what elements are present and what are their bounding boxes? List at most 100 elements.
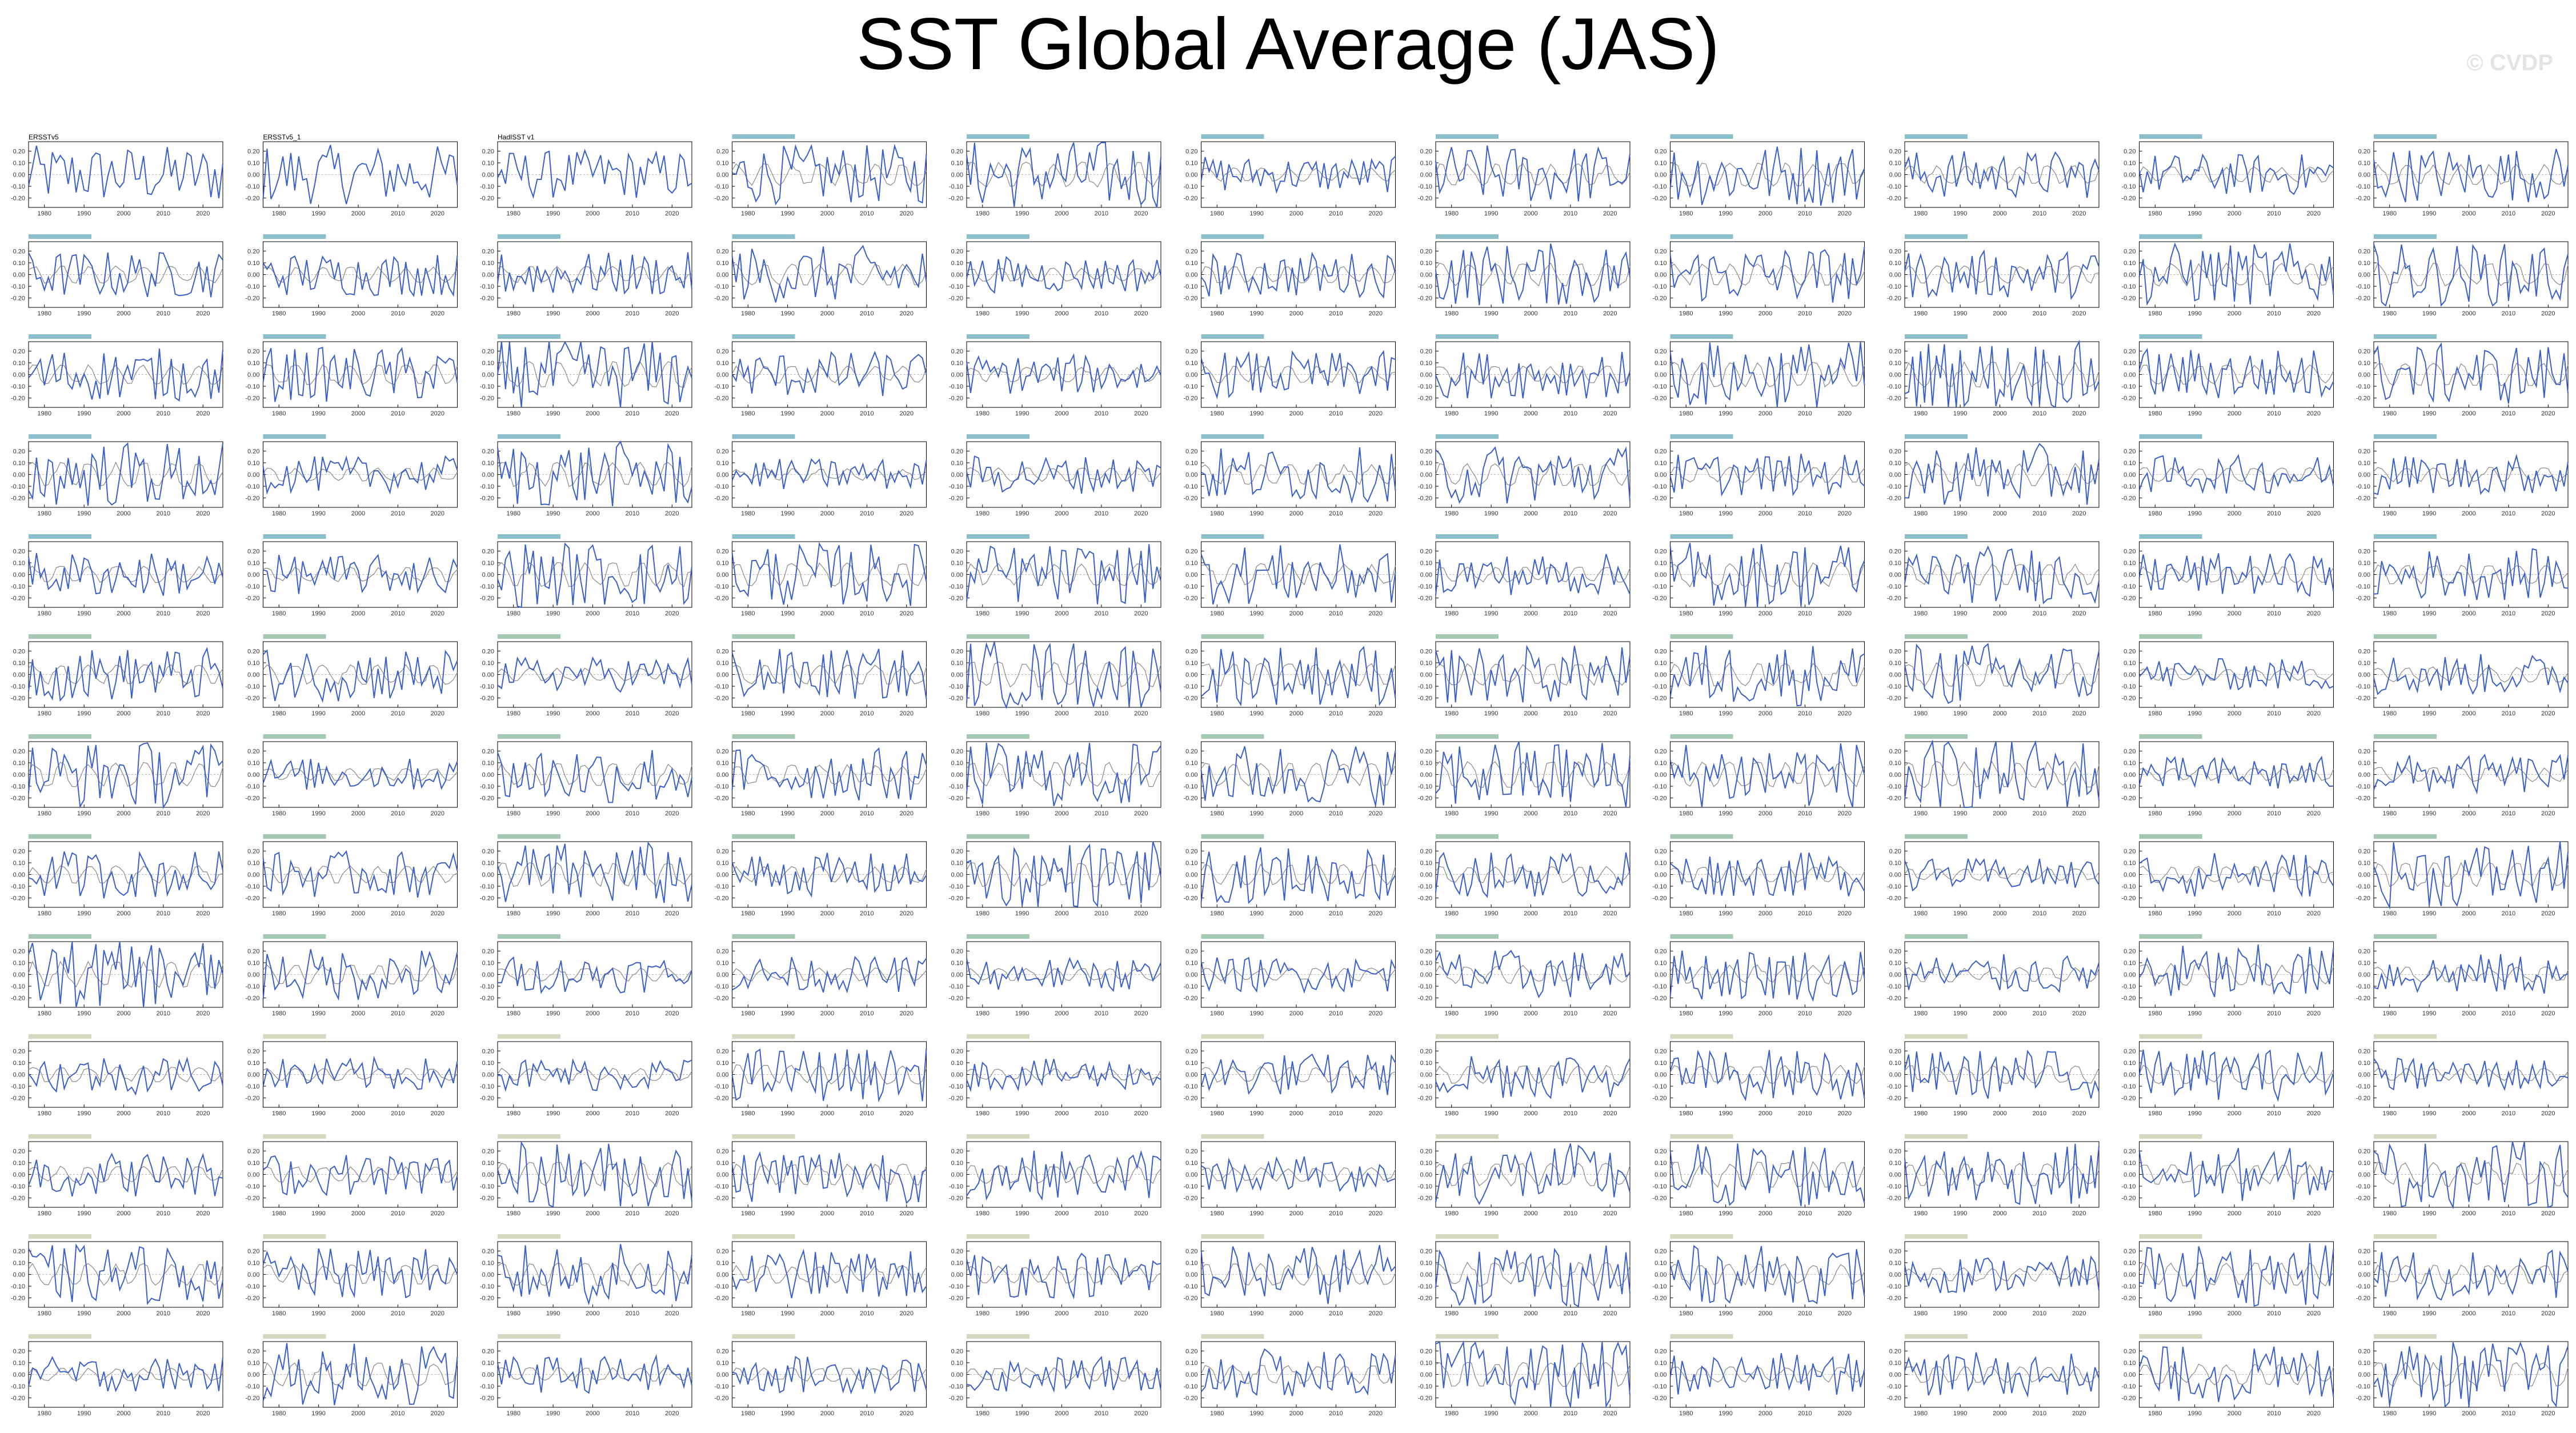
x-tick-label: 1990	[1718, 1310, 1732, 1317]
x-tick-label: 2010	[626, 1110, 639, 1117]
y-tick-label: 0.00	[482, 572, 494, 579]
x-tick-label: 1990	[77, 810, 91, 817]
reference-series-line	[1201, 1263, 1396, 1286]
y-tick-label: 0.20	[2358, 348, 2370, 355]
x-tick-label: 2020	[900, 1410, 914, 1417]
x-tick-label: 2020	[431, 410, 444, 417]
x-tick-label: 2010	[391, 510, 404, 517]
x-tick-label: 1980	[507, 410, 520, 417]
x-tick-label: 1990	[1718, 1010, 1732, 1017]
y-tick-label: 0.20	[716, 148, 728, 155]
y-tick-label: -0.10	[2121, 783, 2136, 790]
y-tick-label: 0.00	[2358, 1072, 2370, 1079]
y-tick-label: 0.00	[1185, 272, 1197, 279]
y-tick-label: 0.00	[2358, 772, 2370, 779]
x-tick-label: 1990	[2188, 1210, 2201, 1217]
x-tick-label: 2010	[2267, 210, 2281, 217]
x-tick-label: 1980	[2383, 610, 2397, 617]
x-tick-label: 1980	[2383, 1210, 2397, 1217]
x-tick-label: 2000	[1289, 1210, 1303, 1217]
reference-series-line	[1435, 463, 1630, 486]
x-tick-label: 2010	[2033, 310, 2046, 317]
panel-title-bar	[29, 434, 91, 439]
y-tick-label: 0.10	[247, 1260, 259, 1267]
y-tick-label: 0.20	[1654, 748, 1666, 755]
y-tick-label: 0.10	[13, 660, 25, 667]
reference-series-line	[1904, 361, 2100, 388]
x-tick-label: 2020	[900, 610, 914, 617]
y-tick-label: 0.10	[247, 460, 259, 467]
panel-title-bar	[1201, 1034, 1264, 1039]
reference-series-line	[497, 562, 692, 587]
x-tick-label: 1980	[741, 1210, 755, 1217]
y-tick-label: -0.10	[1418, 1283, 1432, 1290]
panel-title-bar	[1201, 434, 1264, 439]
y-tick-label: 0.10	[2124, 160, 2136, 167]
x-tick-label: 1980	[976, 510, 989, 517]
x-tick-label: 1990	[546, 510, 560, 517]
x-tick-label: 2020	[2307, 710, 2321, 717]
x-tick-label: 2020	[2307, 310, 2321, 317]
y-tick-label: 0.00	[1420, 872, 1432, 879]
y-tick-label: -0.10	[1652, 883, 1666, 890]
y-tick-label: 0.00	[13, 1072, 25, 1079]
y-tick-label: -0.20	[11, 1095, 25, 1102]
panel-title-bar	[263, 734, 326, 739]
panel-title-bar	[2374, 134, 2437, 139]
y-tick-label: 0.10	[13, 360, 25, 367]
panel-title-bar	[1670, 634, 1733, 639]
panel-title-bar	[2139, 234, 2202, 239]
reference-series-line	[1435, 365, 1630, 384]
panel-title-bar	[1436, 934, 1499, 939]
x-tick-label: 2020	[1369, 1410, 1383, 1417]
panel-title-bar	[1436, 434, 1499, 439]
y-tick-label: -0.10	[11, 683, 25, 690]
y-tick-label: -0.20	[1418, 1295, 1432, 1302]
y-tick-label: 0.00	[482, 172, 494, 179]
y-tick-label: 0.20	[247, 748, 259, 755]
y-tick-label: 0.00	[1420, 1372, 1432, 1379]
x-tick-label: 2000	[1524, 210, 1537, 217]
x-tick-label: 1990	[1953, 510, 1967, 517]
reference-series-line	[1904, 1267, 2100, 1282]
y-tick-label: -0.10	[1183, 383, 1197, 390]
x-tick-label: 2020	[1838, 310, 1852, 317]
y-tick-label: 0.10	[1185, 160, 1197, 167]
y-tick-label: 0.10	[951, 560, 963, 567]
series-line	[966, 956, 1161, 992]
x-tick-label: 2000	[1524, 1410, 1537, 1417]
y-tick-label: 0.20	[1185, 1248, 1197, 1255]
y-tick-label: 0.10	[1654, 1260, 1666, 1267]
x-tick-label: 1990	[780, 1010, 794, 1017]
y-tick-label: 0.00	[1889, 1072, 1901, 1079]
x-tick-label: 2000	[2228, 810, 2241, 817]
x-tick-label: 2020	[196, 810, 210, 817]
panel-title-bar	[1436, 1134, 1499, 1139]
x-tick-label: 1990	[1249, 210, 1263, 217]
x-tick-label: 2010	[2267, 710, 2281, 717]
x-tick-label: 2000	[1289, 510, 1303, 517]
y-tick-label: -0.20	[1183, 1195, 1197, 1202]
y-tick-label: 0.20	[247, 348, 259, 355]
y-tick-label: 0.10	[13, 760, 25, 767]
y-tick-label: 0.20	[2358, 548, 2370, 555]
y-tick-label: 0.00	[1654, 572, 1666, 579]
y-tick-label: 0.20	[716, 248, 728, 255]
y-tick-label: 0.20	[13, 448, 25, 455]
x-tick-label: 2020	[900, 910, 914, 917]
x-tick-label: 1980	[1679, 210, 1693, 217]
x-tick-label: 2010	[391, 1010, 404, 1017]
y-tick-label: 0.20	[2358, 948, 2370, 955]
y-tick-label: 0.10	[2124, 260, 2136, 267]
y-tick-label: -0.20	[245, 295, 259, 302]
y-tick-label: 0.20	[247, 148, 259, 155]
series-line	[1435, 1340, 1630, 1408]
x-tick-label: 1990	[2422, 710, 2436, 717]
